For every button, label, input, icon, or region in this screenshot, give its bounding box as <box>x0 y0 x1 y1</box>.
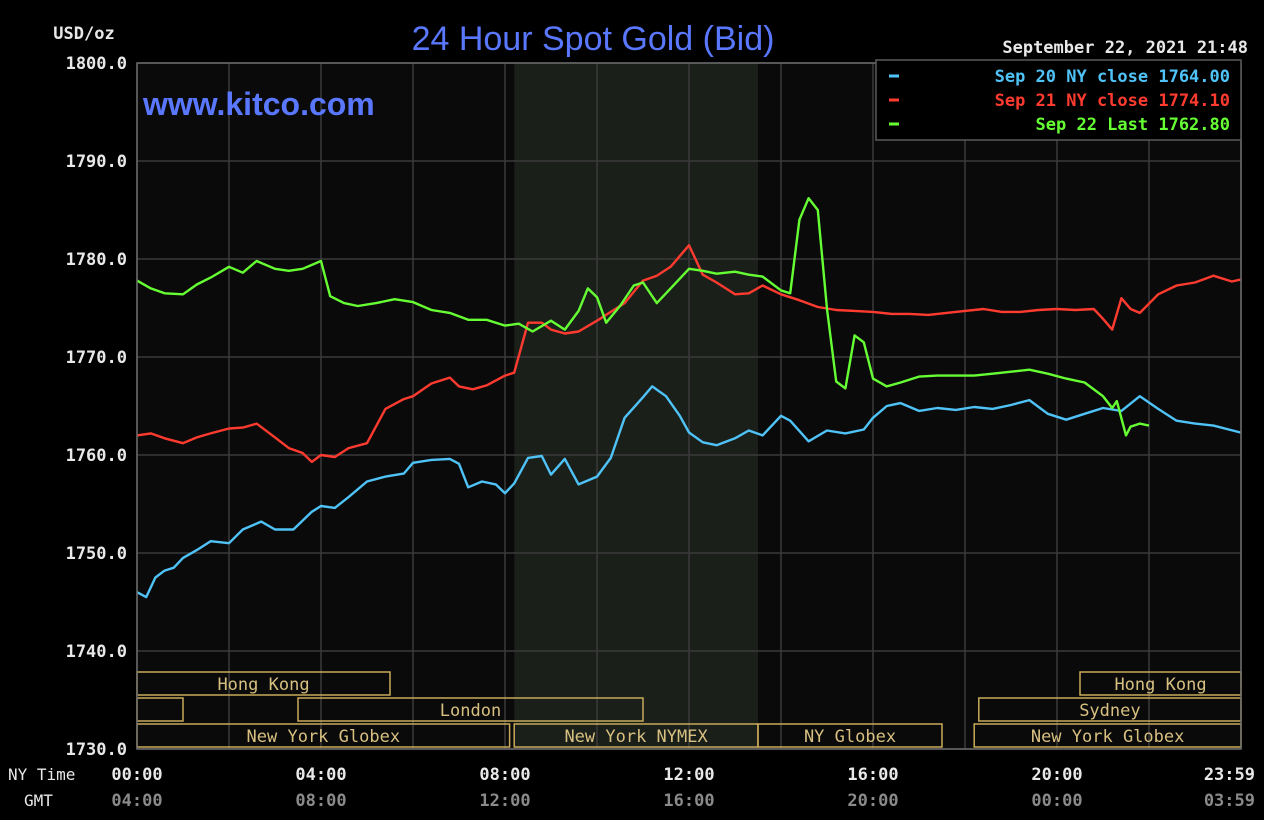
timestamp-label: September 22, 2021 21:48 <box>1002 38 1248 58</box>
x-tick-label-gmt: 04:00 <box>111 791 162 811</box>
x-tick-label-gmt: 08:00 <box>295 791 346 811</box>
axis-layer: 1800.0 1790.0 1780.0 1770.0 1760.0 1750.0 1740… <box>66 54 1255 811</box>
x-tick-label-gmt: 00:00 <box>1031 791 1082 811</box>
y-tick-label: 1730.0 <box>66 740 127 760</box>
y-tick-label: 1760.0 <box>66 446 127 466</box>
session-label: New York Globex <box>1031 727 1185 747</box>
x-tick-label-gmt: 20:00 <box>847 791 898 811</box>
x-tick-label-ny: 12:00 <box>663 765 714 785</box>
series-layer <box>136 197 1241 599</box>
y-tick-label: 1770.0 <box>66 348 127 368</box>
watermark-text: www.kitco.com <box>142 86 375 122</box>
session-box <box>297 697 644 722</box>
x-tick-label-ny: 20:00 <box>1031 765 1082 785</box>
session-label: New York Globex <box>247 727 401 747</box>
y-tick-label: 1800.0 <box>66 54 127 74</box>
x-tick-label-ny: 08:00 <box>479 765 530 785</box>
y-tick-label: 1750.0 <box>66 544 127 564</box>
x-tick-label-ny: 23:59 <box>1204 765 1255 785</box>
legend-entry-sep21: Sep 21 NY close 1774.10 <box>995 91 1230 111</box>
x-tick-label-gmt: 16:00 <box>663 791 714 811</box>
gmt-row-label: GMT <box>24 791 53 810</box>
chart-title: 24 Hour Spot Gold (Bid) <box>412 20 775 58</box>
x-tick-label-gmt: 12:00 <box>479 791 530 811</box>
y-tick-label: 1780.0 <box>66 250 127 270</box>
ny-time-row-label: NY Time <box>8 765 75 784</box>
legend: September 22, 2021 21:48 Sep 20 NY close… <box>875 38 1248 141</box>
session-label: Hong Kong <box>217 675 309 695</box>
session-label: NY Globex <box>804 727 896 747</box>
session-label: London <box>440 701 501 721</box>
session-box <box>757 723 943 748</box>
series-line-2 <box>136 197 1150 437</box>
legend-entry-sep22: Sep 22 Last 1762.80 <box>1036 115 1230 135</box>
x-tick-label-gmt: 03:59 <box>1204 791 1255 811</box>
x-tick-label-ny: 16:00 <box>847 765 898 785</box>
x-tick-label-ny: 04:00 <box>295 765 346 785</box>
y-tick-label: 1740.0 <box>66 642 127 662</box>
y-tick-label: 1790.0 <box>66 152 127 172</box>
session-label: Sydney <box>1079 701 1140 721</box>
x-tick-label-ny: 00:00 <box>111 765 162 785</box>
series-line-0 <box>136 385 1241 599</box>
legend-box <box>875 59 1242 141</box>
plot-frame <box>136 62 1242 750</box>
y-axis-unit-label: USD/oz <box>53 24 114 44</box>
session-label: Hong Kong <box>1114 675 1206 695</box>
session-label: New York NYMEX <box>564 727 708 747</box>
legend-entry-sep20: Sep 20 NY close 1764.00 <box>995 67 1230 87</box>
series-line-1 <box>136 244 1241 464</box>
